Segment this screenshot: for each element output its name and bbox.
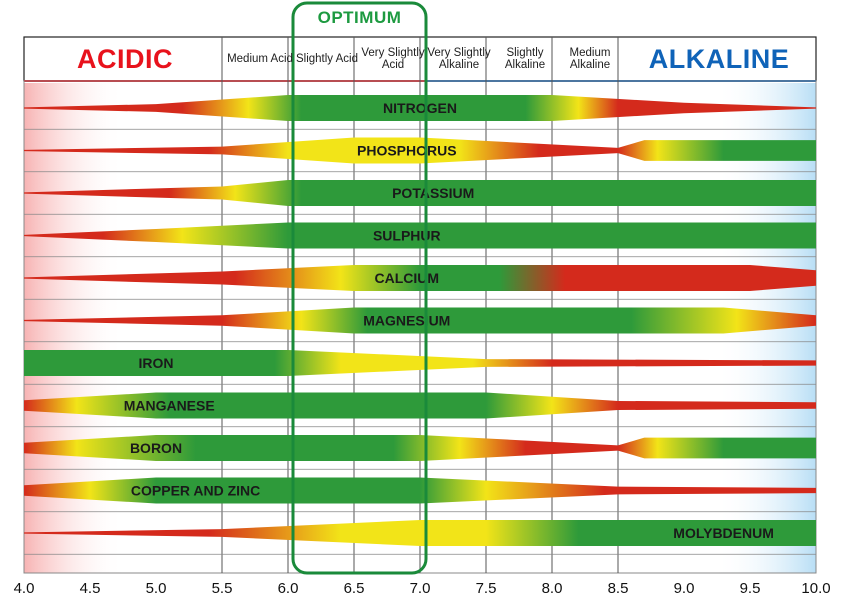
band-calcium [24, 265, 816, 291]
x-tick-label: 6.5 [343, 580, 365, 597]
nutrient-label: CALCIUM [375, 270, 440, 286]
column-medium-alkaline: Medium Alkaline [569, 47, 611, 71]
column-slightly-acid: Slightly Acid [295, 53, 358, 65]
band-boron [24, 435, 816, 461]
column-very-slightly-alkaline: Very Slightly Alkaline [427, 47, 491, 71]
x-tick-label: 4.0 [13, 580, 35, 597]
alkaline-heading: ALKALINE [648, 44, 790, 74]
band-phosphorus [24, 137, 816, 164]
nutrient-label: PHOSPHORUS [357, 143, 457, 159]
x-tick-label: 5.0 [145, 580, 167, 597]
optimum-label: OPTIMUM [317, 8, 402, 27]
band-magnesium [24, 307, 816, 334]
nutrient-label: SULPHUR [373, 228, 441, 244]
x-tick-label: 8.0 [541, 580, 563, 597]
nutrient-label: BORON [130, 440, 182, 456]
band-iron [24, 350, 816, 376]
x-tick-label: 9.5 [739, 580, 761, 597]
nutrient-label: MAGNESIUM [363, 313, 450, 329]
x-tick-label: 10.0 [801, 580, 831, 597]
x-tick-label: 6.0 [277, 580, 299, 597]
optimum-box [291, 1, 428, 575]
x-tick-label: 8.5 [607, 580, 629, 597]
band-manganese [24, 392, 816, 419]
x-tick-label: 9.0 [673, 580, 695, 597]
nutrient-label: MANGANESE [124, 398, 215, 414]
acidic-heading: ACIDIC [77, 44, 173, 74]
band-molybdenum [24, 520, 816, 546]
x-tick-label: 5.5 [211, 580, 233, 597]
column-medium-acid: Medium Acid [227, 53, 293, 65]
column-very-slightly-acid: Very Slightly Acid [361, 47, 425, 71]
nutrient-label: POTASSIUM [392, 185, 474, 201]
column-slightly-alkaline: Slightly Alkaline [504, 47, 546, 71]
band-nitrogen [24, 95, 816, 121]
band-potassium [24, 180, 816, 206]
x-tick-label: 7.0 [409, 580, 431, 597]
nutrient-label: IRON [139, 355, 174, 371]
nutrient-label: COPPER AND ZINC [131, 483, 260, 499]
nutrient-label: MOLYBDENUM [673, 525, 774, 541]
band-sulphur [24, 222, 816, 249]
x-tick-label: 4.5 [79, 580, 101, 597]
nutrient-label: NITROGEN [383, 100, 457, 116]
x-tick-label: 7.5 [475, 580, 497, 597]
band-copper-and-zinc [24, 477, 816, 504]
